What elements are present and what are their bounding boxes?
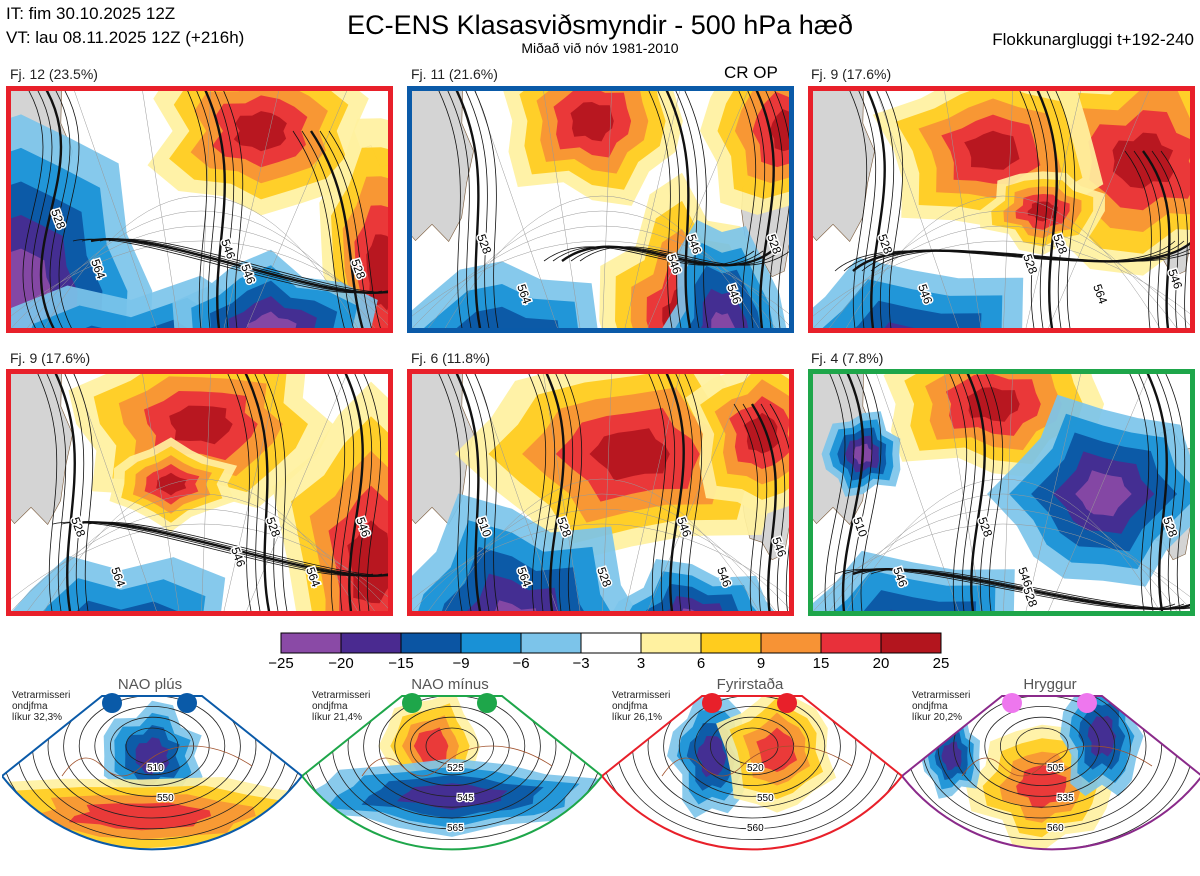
colorbar-tick-label: 3 [636,655,646,672]
contour-label: 528 [68,515,88,539]
regime-contour-label: 560 [747,823,764,834]
contour-label: 528 [263,515,283,539]
colorbar-tick-label: 15 [812,655,830,672]
regime-map: 510 550 [0,676,304,871]
regime-contour-label: 535 [1057,793,1074,804]
regime-note: Vetrarmisseri ondjfma líkur 21,4% [312,690,371,723]
contour-label: 528 [1020,585,1040,609]
page-subtitle: Miðað við nóv 1981-2010 [521,40,679,56]
regime-center-dot [777,693,797,713]
regime-center-dot [402,693,422,713]
panel-label: Fj. 12 (23.5%) [10,66,98,82]
panel-label: Fj. 9 (17.6%) [10,350,91,366]
colorbar-tick-label: 25 [932,655,950,672]
colorbar-tick-label: 20 [872,655,890,672]
panel-label: Fj. 4 (7.8%) [811,350,884,366]
cluster-map-panel: 528 546 528 546 564 [6,86,393,333]
colorbar-swatch [520,632,582,654]
contour-label: 510 [850,515,870,539]
regime-center-dot [477,693,497,713]
regime-contour-label: 520 [747,763,764,774]
regime-center-dot [702,693,722,713]
cluster-map: 510528528528546546564 [813,374,1190,611]
regime-contour-label: 550 [757,793,774,804]
panel-label: Fj. 11 (21.6%) [411,66,498,82]
regime-contour-label: 560 [1047,823,1064,834]
cluster-map-panel: 510528546546564528546564 [407,369,794,616]
regime-note: Vetrarmisseri ondjfma líkur 26,1% [612,690,671,723]
regime-note: Vetrarmisseri ondjfma líkur 20,2% [912,690,971,723]
regime-contour-label: 510 [147,763,164,774]
regime-contour-label: 505 [1047,763,1064,774]
colorbar-swatch [580,632,642,654]
cluster-map: 510528546546564528546564 [412,374,789,611]
colorbar-tick-label: −6 [512,655,530,672]
regime-name: Fyrirstaða [716,676,784,693]
colorbar-tick-label: −9 [452,655,470,672]
regime-map: 505 535 560 [900,676,1200,871]
contour-label: 564 [1090,282,1110,306]
cluster-map-panel: 528 528 546 528 546 564 [808,86,1195,333]
contour-label: 546 [228,545,248,569]
regime-name: NAO mínus [411,676,489,693]
colorbar-swatch [400,632,462,654]
colorbar-tick-label: −25 [268,655,294,672]
regime-note: Vetrarmisseri ondjfma líkur 32,3% [12,690,71,723]
contour-label: 528 [975,515,995,539]
regime-center-dot [102,693,122,713]
colorbar-swatch [640,632,702,654]
panel-label: Fj. 9 (17.6%) [811,66,892,82]
regime-map: 525 545 565 [300,676,604,871]
cluster-map-panel: 528 528 546 546 564 564 [6,369,393,616]
regime-contour-label: 565 [447,823,464,834]
regime-contour-label: 545 [457,793,474,804]
regime-map: 520 550 560 [600,676,904,871]
regime-center-dot [1002,693,1022,713]
colorbar-swatch [760,632,822,654]
colorbar [280,632,942,659]
colorbar-tick-label: 6 [696,655,706,672]
colorbar-tick-label: 9 [756,655,766,672]
valid-time: VT: lau 08.11.2025 12Z (+216h) [6,28,245,47]
colorbar-swatch [280,632,342,654]
regime-center-dot [177,693,197,713]
cluster-map-panel: 510528528528546546564 [808,369,1195,616]
page-title: EC-ENS Klasasviðsmyndir - 500 hPa hæð [347,10,853,40]
panel-label: Fj. 6 (11.8%) [411,350,491,366]
colorbar-swatch [820,632,882,654]
colorbar-tick-label: −15 [388,655,414,672]
cluster-map-panel: 528 546 528 546 564 546 [407,86,794,333]
colorbar-tick-label: −3 [572,655,590,672]
regime-center-dot [1077,693,1097,713]
regime-contour-label: 550 [157,793,174,804]
colorbar-swatch [880,632,942,654]
colorbar-swatch [340,632,402,654]
regime-name: Hryggur [1023,676,1077,693]
regime-name: NAO plús [117,676,183,693]
init-time: IT: fim 30.10.2025 12Z [6,4,176,23]
clustering-window: Flokkunargluggi t+192-240 [992,30,1194,49]
regime-contour-label: 525 [447,763,464,774]
colorbar-swatch [700,632,762,654]
contour-label: 546 [218,237,238,261]
colorbar-tick-label: −20 [328,655,354,672]
cr-op-note: CR OP [724,63,778,82]
colorbar-swatch [460,632,522,654]
